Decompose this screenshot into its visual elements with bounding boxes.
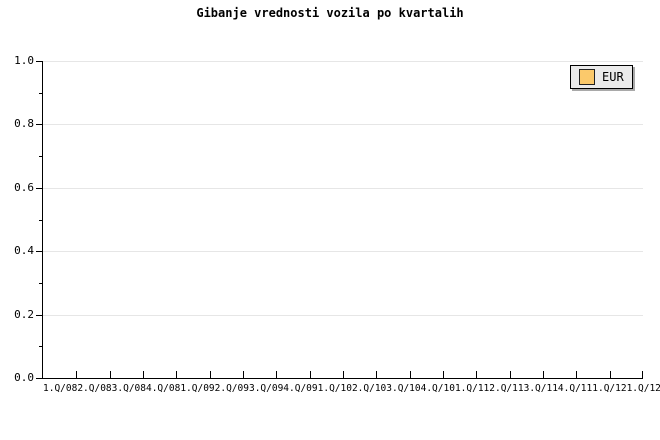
legend-swatch-icon bbox=[579, 69, 595, 85]
x-tick-label: 1.Q/12 bbox=[626, 383, 660, 394]
gridline bbox=[43, 251, 643, 252]
y-major-tick bbox=[36, 124, 42, 125]
y-minor-tick bbox=[39, 220, 42, 221]
x-tick bbox=[343, 371, 344, 378]
x-tick-label: 2.Q/08 bbox=[77, 383, 112, 394]
y-tick-label: 0.6 bbox=[14, 181, 34, 194]
x-tick bbox=[243, 371, 244, 378]
x-tick-label: 1.Q/09 bbox=[180, 383, 215, 394]
x-tick bbox=[76, 371, 77, 378]
x-tick-label: 4.Q/09 bbox=[283, 383, 318, 394]
y-major-tick bbox=[36, 315, 42, 316]
y-axis: 0.0 0.2 0.4 0.6 0.8 1.0 bbox=[0, 55, 42, 384]
x-tick-label: 3.Q/08 bbox=[111, 383, 146, 394]
x-tick bbox=[310, 371, 311, 378]
x-tick-label: 3.Q/09 bbox=[248, 383, 284, 394]
y-tick-label: 0.4 bbox=[14, 244, 34, 257]
y-minor-tick bbox=[39, 283, 42, 284]
x-tick-label: 2.Q/11 bbox=[489, 383, 524, 394]
x-tick-label: 4.Q/10 bbox=[420, 383, 455, 394]
gridline bbox=[43, 315, 643, 316]
x-tick bbox=[176, 371, 177, 378]
y-minor-tick bbox=[39, 93, 42, 94]
y-tick-label: 0.8 bbox=[14, 117, 34, 130]
x-axis-labels: 1.Q/08 2.Q/08 3.Q/08 4.Q/08 1.Q/09 2.Q/09 3.Q/… bbox=[43, 383, 660, 394]
x-tick bbox=[110, 371, 111, 378]
x-tick-label: 2.Q/10 bbox=[351, 383, 387, 394]
x-tick bbox=[610, 371, 611, 378]
x-tick-label: 1.Q/10 bbox=[317, 383, 352, 394]
x-tick-label: 4.Q/08 bbox=[145, 383, 181, 394]
plot-area bbox=[42, 61, 643, 379]
y-tick-label: 1.0 bbox=[14, 54, 34, 67]
x-tick-label: 1.Q/12 bbox=[592, 383, 627, 394]
legend: EUR bbox=[570, 65, 633, 89]
x-tick bbox=[143, 371, 144, 378]
x-tick bbox=[576, 371, 577, 378]
x-tick bbox=[476, 371, 477, 378]
x-tick bbox=[276, 371, 277, 378]
x-tick-label: 2.Q/09 bbox=[214, 383, 249, 394]
gridline bbox=[43, 188, 643, 189]
y-major-tick bbox=[36, 251, 42, 252]
y-major-tick bbox=[36, 378, 42, 379]
gridline bbox=[43, 124, 643, 125]
gridline bbox=[43, 61, 643, 62]
x-tick bbox=[210, 371, 211, 378]
x-tick bbox=[510, 371, 511, 378]
y-major-tick bbox=[36, 188, 42, 189]
legend-label: EUR bbox=[602, 70, 624, 84]
x-tick bbox=[443, 371, 444, 378]
x-tick bbox=[410, 371, 411, 378]
x-tick-label: 3.Q/11 bbox=[523, 383, 558, 394]
x-tick bbox=[376, 371, 377, 378]
y-tick-label: 0.2 bbox=[14, 308, 34, 321]
chart-title: Gibanje vrednosti vozila po kvartalih bbox=[196, 6, 464, 20]
x-tick bbox=[642, 371, 643, 378]
y-minor-tick bbox=[39, 156, 42, 157]
x-tick-label: 4.Q/11 bbox=[557, 383, 593, 394]
y-minor-tick bbox=[39, 346, 42, 347]
y-major-tick bbox=[36, 61, 42, 62]
x-tick bbox=[543, 371, 544, 378]
x-tick-label: 1.Q/08 bbox=[43, 383, 78, 394]
y-tick-label: 0.0 bbox=[14, 371, 34, 384]
x-tick-label: 3.Q/10 bbox=[386, 383, 421, 394]
x-tick-label: 1.Q/11 bbox=[454, 383, 490, 394]
